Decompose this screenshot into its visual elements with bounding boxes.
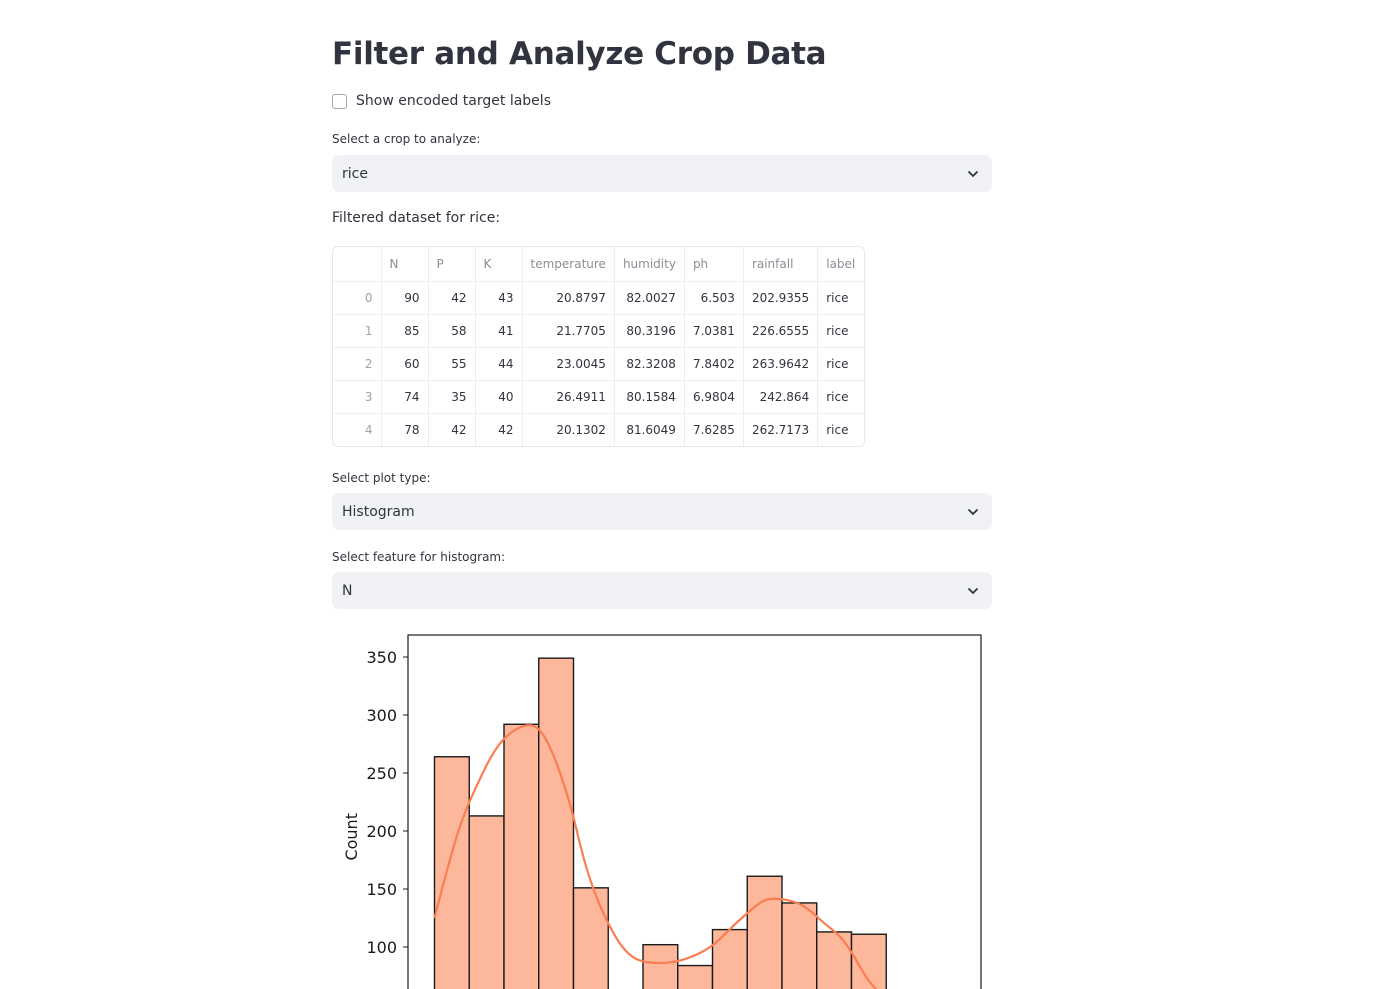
histogram-bar [433,756,470,989]
y-axis-label: Count [342,813,361,861]
y-tick-label: 150 [366,880,397,899]
table-cell[interactable]: rice [817,314,864,348]
row-index: 4 [333,413,382,446]
y-tick-label: 100 [366,938,397,957]
row-index: 0 [333,281,382,315]
filtered-caption: Filtered dataset for rice: [332,210,501,226]
table-cell[interactable]: rice [817,380,864,414]
table-cell[interactable]: 7.8402 [684,347,744,381]
table-cell[interactable]: rice [817,347,864,381]
table-cell[interactable]: 55 [428,347,476,381]
table-cell[interactable]: 58 [428,314,476,348]
encoded-labels-checkbox[interactable]: Show encoded target labels [332,93,551,109]
histogram-bar [572,887,609,989]
table-cell[interactable]: 21.7705 [522,314,615,348]
table-cell[interactable]: 43 [475,281,523,315]
table-cell[interactable]: 23.0045 [522,347,615,381]
table-cell[interactable]: 81.6049 [614,413,685,446]
table-cell[interactable]: 41 [475,314,523,348]
table-cell[interactable]: 7.6285 [684,413,744,446]
histogram-bar [468,815,505,989]
chevron-down-icon [966,584,980,598]
column-header[interactable]: K [475,247,523,282]
table-cell[interactable]: 40 [475,380,523,414]
table-header-row: N P K temperature humidity ph rainfall l… [333,247,864,282]
table-cell[interactable]: rice [817,281,864,315]
table-cell[interactable]: rice [826,422,849,437]
histogram-bar [538,657,575,989]
table-cell[interactable]: 262.7173 [743,413,819,446]
table-cell[interactable]: 82.0027 [614,281,685,315]
table-cell[interactable]: 42 [428,281,476,315]
plot-type-value: Histogram [342,503,415,520]
table-cell[interactable]: 60 [381,347,429,381]
column-header[interactable]: ph [684,247,744,282]
column-header[interactable]: label [817,247,864,282]
histogram-bar [781,902,818,989]
table-cell[interactable]: 82.3208 [614,347,685,381]
table-cell[interactable]: 226.6555 [743,314,819,348]
table-cell[interactable]: 35 [428,380,476,414]
table-cell[interactable]: 263.9642 [743,347,819,381]
feature-select[interactable]: N [332,572,992,609]
table-cell[interactable]: 26.4911 [522,380,615,414]
histogram-bar [642,943,679,989]
feature-value: N [342,582,353,599]
table-cell[interactable]: 85 [381,314,429,348]
checkbox-label: Show encoded target labels [356,93,551,109]
table-cell[interactable]: 74 [381,380,429,414]
table-cell[interactable]: 42 [475,413,523,446]
table-cell[interactable]: 80.3196 [614,314,685,348]
chevron-down-icon [966,167,980,181]
table-cell[interactable]: 44 [475,347,523,381]
histogram-bar [503,723,540,989]
crop-select-label: Select a crop to analyze: [332,132,481,146]
column-header[interactable]: P [428,247,476,282]
crop-select[interactable]: rice [332,155,992,192]
column-header[interactable]: rainfall [743,247,819,282]
table-cell[interactable]: 78 [381,413,429,446]
table-row: 2 60 55 44 23.0045 82.3208 7.8402 263.96… [333,347,864,381]
row-index: 3 [333,380,382,414]
table-cell[interactable]: 202.9355 [743,281,819,315]
histogram-bar [816,931,853,989]
table-cell[interactable]: 20.8797 [522,281,615,315]
table-cell[interactable]: 42 [428,413,476,446]
data-table[interactable]: N P K temperature humidity ph rainfall l… [332,246,865,447]
y-tick-label: 300 [366,706,397,725]
column-header[interactable]: temperature [522,247,615,282]
histogram-chart: 100 150 200 250 300 350 Count [342,634,982,989]
feature-select-label: Select feature for histogram: [332,550,506,564]
crop-select-value: rice [342,165,368,182]
table-row: 0 90 42 43 20.8797 82.0027 6.503 202.935… [333,281,864,315]
column-header[interactable] [333,247,382,282]
table-cell[interactable]: 80.1584 [614,380,685,414]
table-row: 4 78 42 42 20.1302 81.6049 7.6285 262.71… [333,413,864,446]
histogram-bar [746,875,783,989]
chevron-down-icon [966,505,980,519]
table-cell[interactable]: 7.0381 [684,314,744,348]
plot-select-label: Select plot type: [332,471,431,485]
plot-frame [407,634,982,989]
kde-line [433,724,878,989]
y-tick-label: 200 [366,822,397,841]
checkbox-box[interactable] [332,93,347,109]
column-header[interactable]: N [381,247,429,282]
table-row: 1 85 58 41 21.7705 80.3196 7.0381 226.65… [333,314,864,348]
histogram-bar [711,928,748,989]
plot-type-select[interactable]: Histogram [332,493,992,530]
table-cell[interactable]: 20.1302 [522,413,615,446]
column-header[interactable]: humidity [614,247,685,282]
y-tick-label: 250 [366,764,397,783]
page-title: Filter and Analyze Crop Data [332,36,827,72]
table-row: 3 74 35 40 26.4911 80.1584 6.9804 242.86… [333,380,864,414]
table-cell[interactable]: 6.503 [684,281,744,315]
y-tick-label: 350 [366,648,397,667]
table-cell[interactable]: 90 [381,281,429,315]
table-cell[interactable]: 242.864 [743,380,819,414]
row-index: 1 [333,314,382,348]
table-cell[interactable]: 6.9804 [684,380,744,414]
histogram-bar [677,964,714,989]
row-index: 2 [333,347,382,381]
